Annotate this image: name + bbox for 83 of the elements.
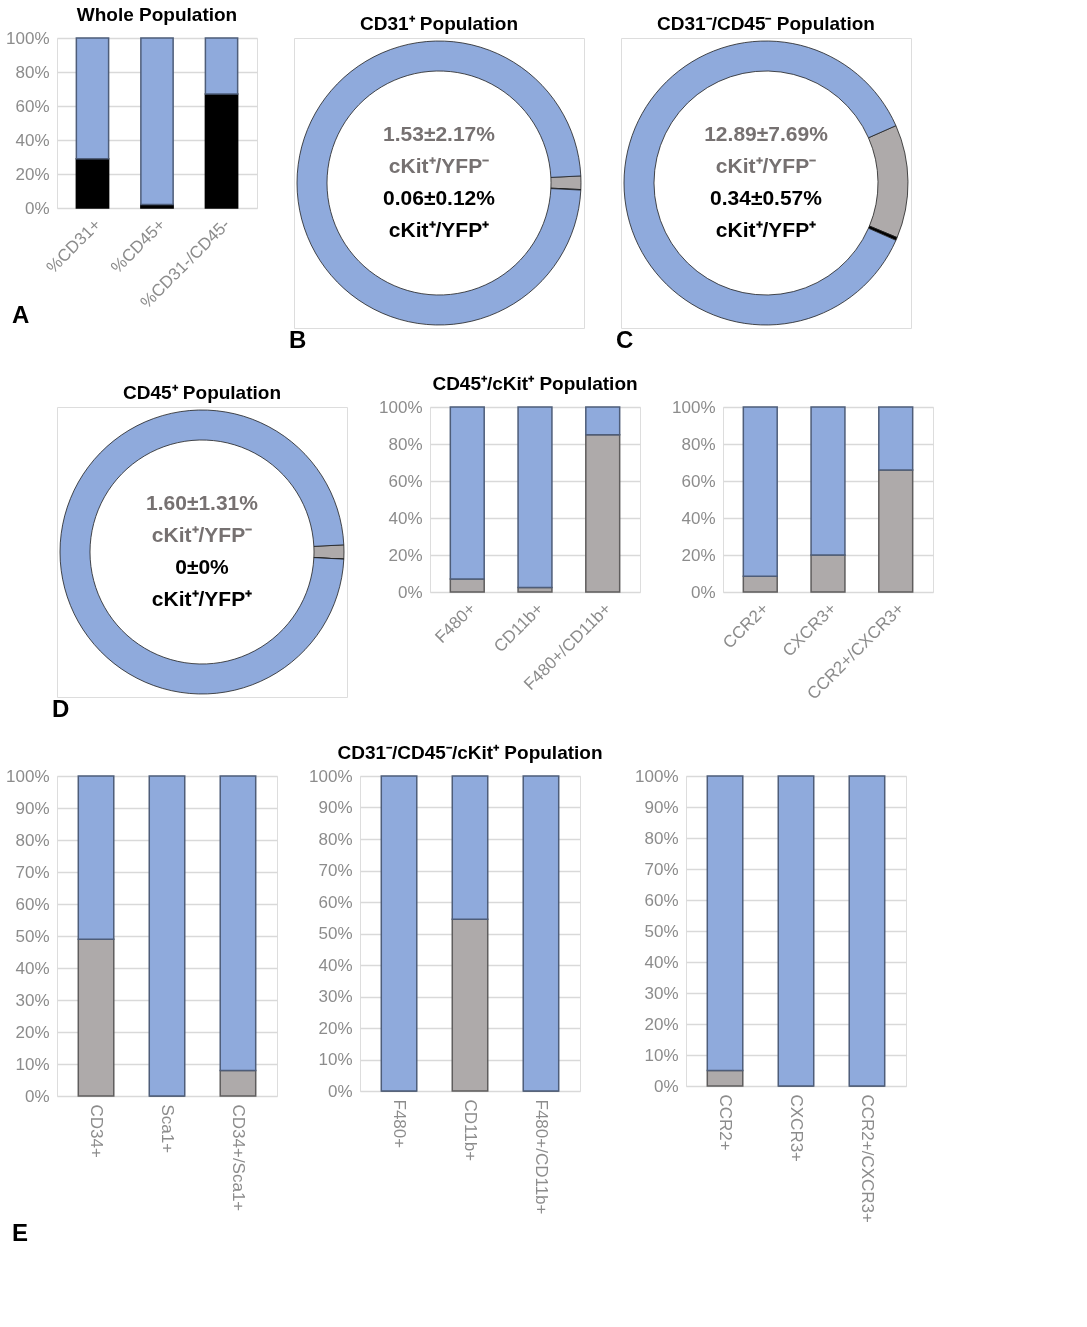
y-tick-label: 60% [388, 471, 423, 491]
text: cKit⁺/YFP⁺ [715, 218, 817, 241]
y-tick-label: 40% [388, 508, 423, 528]
x-tick-label: F480+/CD11b+ [531, 1099, 551, 1215]
y-tick-label: 90% [318, 798, 353, 817]
y-tick-label: 20% [681, 545, 716, 565]
y-tick-label: 100% [6, 28, 50, 48]
y-tick-label: 90% [644, 797, 679, 817]
y-tick-label: 100% [6, 766, 50, 786]
y-tick-label: 60% [644, 890, 679, 910]
y-tick-label: 60% [681, 471, 716, 491]
y-tick-label: 0% [397, 582, 423, 602]
y-tick-label: 20% [15, 1022, 50, 1042]
y-tick-label: 0% [24, 198, 50, 218]
x-tick-label: CCR2+/CXCR3+ [857, 1094, 877, 1224]
y-tick-label: 50% [318, 924, 353, 943]
y-tick-label: 100% [672, 397, 716, 417]
y-tick-label: 30% [644, 983, 679, 1003]
x-tick-label: CXCR3+ [787, 1094, 806, 1163]
y-tick-label: 40% [681, 508, 716, 528]
y-tick-label: 80% [15, 62, 50, 82]
chart-title: Whole Population [76, 4, 238, 25]
y-tick-label: 10% [644, 1045, 679, 1065]
y-tick-label: 60% [15, 894, 50, 914]
y-tick-label: 80% [318, 829, 353, 849]
chart-title: CD31⁻/CD45⁻ Population [657, 13, 875, 34]
y-tick-label: 70% [644, 859, 679, 879]
y-tick-label: 80% [681, 434, 716, 454]
y-tick-label: 50% [644, 921, 679, 941]
y-tick-label: 60% [318, 892, 353, 912]
y-tick-label: 40% [15, 130, 50, 150]
chart-title: CD45⁺/cKit⁺ Population [432, 373, 638, 394]
text: A [12, 301, 30, 328]
y-tick-label: 80% [15, 830, 50, 850]
chart-title: CD31⁻/CD45⁻/cKit⁺ Population [337, 742, 603, 763]
y-tick-label: 0% [24, 1086, 50, 1106]
x-tick-label: CCR2+ [716, 1094, 736, 1151]
y-tick-label: 40% [15, 958, 50, 978]
y-tick-label: 0% [690, 582, 716, 602]
text: B [289, 326, 307, 353]
text: cKit⁺/YFP⁻ [151, 523, 253, 546]
y-tick-label: 40% [644, 952, 679, 972]
y-tick-label: 0% [653, 1076, 679, 1096]
x-tick-label: Sca1+ [158, 1104, 177, 1154]
chart-title: CD31⁺ Population [359, 13, 519, 34]
y-tick-label: 20% [388, 545, 423, 565]
y-tick-label: 80% [388, 434, 423, 454]
y-tick-label: 100% [635, 766, 679, 786]
y-tick-label: 20% [318, 1018, 353, 1038]
text: cKit⁺/YFP⁺ [388, 218, 490, 241]
y-tick-label: 60% [15, 96, 50, 116]
text: 12.89±7.69% [704, 122, 829, 145]
y-tick-label: 40% [318, 955, 353, 975]
x-tick-label: CD34+ [87, 1104, 107, 1158]
text: 0.06±0.12% [383, 186, 496, 209]
y-tick-label: 70% [318, 861, 353, 880]
y-tick-label: 20% [644, 1014, 679, 1034]
y-tick-label: 30% [318, 987, 353, 1006]
y-tick-label: 20% [15, 164, 50, 184]
text: 1.60±1.31% [146, 491, 259, 514]
x-tick-label: F480+ [390, 1099, 410, 1149]
y-tick-label: 80% [644, 828, 679, 848]
text: C [616, 326, 634, 353]
text: cKit⁺/YFP⁻ [715, 154, 817, 177]
y-tick-label: 50% [15, 926, 50, 946]
y-tick-label: 30% [15, 990, 50, 1010]
chart-title: CD45⁺ Population [122, 382, 282, 403]
text: 0±0% [175, 555, 230, 578]
x-tick-label: CD34+/Sca1+ [228, 1104, 248, 1212]
y-tick-label: 70% [15, 862, 50, 882]
text: cKit⁺/YFP⁻ [388, 154, 490, 177]
text: cKit⁺/YFP⁺ [151, 587, 253, 610]
text: 1.53±2.17% [383, 122, 496, 145]
y-tick-label: 100% [309, 766, 353, 786]
y-tick-label: 100% [379, 397, 423, 417]
y-tick-label: 90% [15, 798, 50, 818]
x-tick-label: CD11b+ [461, 1099, 480, 1162]
y-tick-label: 0% [327, 1081, 353, 1101]
text: E [12, 1219, 29, 1246]
text: 0.34±0.57% [710, 186, 823, 209]
text: D [52, 695, 70, 722]
y-tick-label: 10% [15, 1054, 50, 1074]
y-tick-label: 10% [318, 1050, 353, 1069]
